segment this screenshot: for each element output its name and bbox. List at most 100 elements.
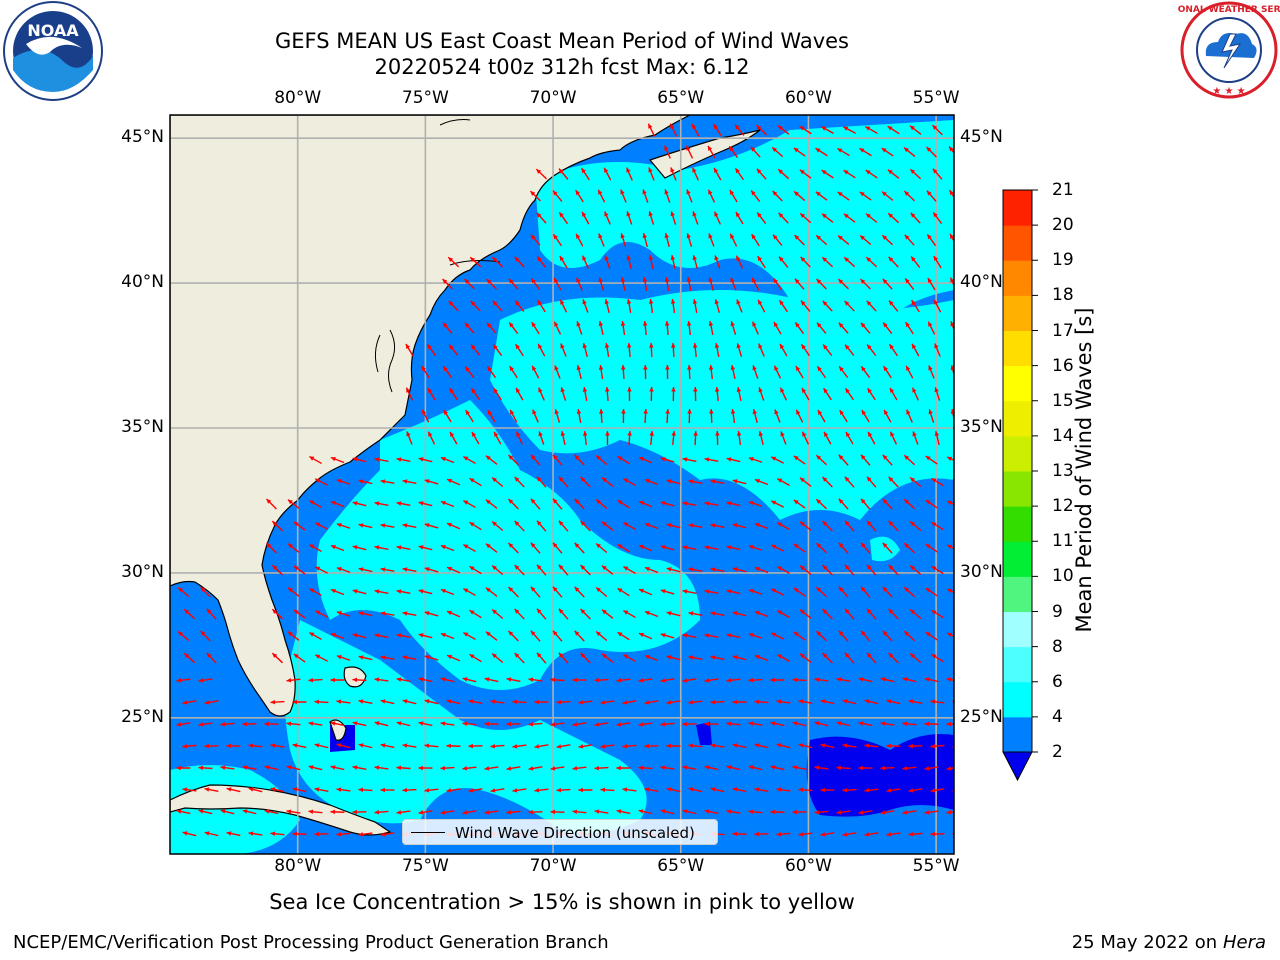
wave-direction-arrow	[772, 190, 783, 202]
wave-direction-arrow	[440, 456, 455, 464]
wave-direction-arrow	[866, 608, 877, 620]
wave-direction-arrow	[666, 567, 681, 573]
wave-direction-arrow	[336, 655, 351, 661]
wave-direction-arrow	[558, 476, 569, 488]
wave-direction-arrow	[512, 699, 527, 705]
wave-direction-arrow	[931, 565, 944, 575]
colorbar-tick-label: 21	[1052, 180, 1074, 200]
wave-direction-arrow	[888, 300, 899, 312]
wave-direction-arrow	[621, 408, 626, 424]
wave-direction-arrow	[396, 633, 411, 638]
wave-direction-arrow	[820, 743, 835, 749]
wave-direction-arrow	[336, 831, 351, 837]
wave-direction-arrow	[578, 700, 593, 705]
wave-direction-arrow	[553, 321, 562, 335]
legend-line-sample	[411, 832, 445, 833]
wave-direction-arrow	[406, 431, 413, 445]
lat-label-left: 40°N	[121, 272, 164, 293]
wave-direction-arrow	[492, 344, 503, 356]
wave-direction-arrow	[732, 831, 747, 837]
wave-direction-arrow	[292, 743, 307, 749]
wave-direction-arrow	[776, 831, 791, 837]
wave-direction-arrow	[956, 256, 962, 269]
wave-direction-arrow	[580, 652, 591, 664]
wave-direction-arrow	[176, 765, 191, 771]
wave-direction-arrow	[485, 455, 498, 465]
wave-direction-arrow	[314, 787, 329, 792]
wave-direction-arrow	[726, 457, 741, 463]
wave-direction-arrow	[752, 365, 759, 379]
wave-direction-arrow	[380, 567, 395, 572]
wave-direction-arrow	[380, 787, 395, 793]
wave-direction-arrow	[550, 677, 565, 683]
wave-direction-arrow	[286, 765, 301, 771]
wave-direction-arrow	[644, 787, 659, 792]
wave-direction-arrow	[704, 809, 719, 815]
wave-direction-arrow	[838, 454, 849, 466]
wave-direction-arrow	[902, 721, 917, 727]
wave-direction-arrow	[534, 699, 549, 705]
wave-direction-arrow	[506, 677, 521, 682]
colorbar-segment	[1003, 435, 1032, 472]
wave-direction-arrow	[558, 211, 569, 225]
wave-direction-arrow	[814, 677, 829, 682]
wave-direction-arrow	[514, 608, 525, 620]
wave-direction-arrow	[552, 542, 563, 554]
wave-direction-arrow	[773, 321, 782, 335]
wave-direction-arrow	[248, 743, 263, 749]
wave-direction-arrow	[626, 167, 633, 181]
wave-direction-arrow	[839, 409, 848, 423]
wave-direction-arrow	[550, 722, 565, 727]
wave-direction-arrow	[528, 809, 543, 815]
wave-direction-arrow	[537, 299, 546, 313]
wave-direction-arrow	[446, 566, 461, 574]
wave-direction-arrow	[491, 652, 504, 664]
wave-direction-arrow	[755, 124, 767, 136]
wave-direction-arrow	[601, 565, 614, 575]
wave-direction-arrow	[798, 743, 813, 749]
wave-direction-arrow	[644, 743, 659, 749]
wave-direction-arrow	[396, 765, 411, 771]
wave-direction-arrow	[330, 500, 345, 508]
wave-direction-arrow	[934, 431, 940, 445]
wave-direction-arrow	[490, 788, 505, 793]
wave-direction-arrow	[861, 409, 870, 423]
wave-direction-arrow	[822, 300, 833, 312]
wave-direction-arrow	[177, 586, 190, 598]
wave-direction-arrow	[512, 788, 527, 793]
wave-direction-arrow	[464, 322, 475, 334]
colorbar-tick-label: 19	[1052, 250, 1074, 271]
wave-direction-arrow	[601, 609, 614, 619]
wave-direction-arrow	[358, 787, 373, 793]
wave-direction-arrow	[198, 765, 213, 771]
wave-direction-arrow	[468, 743, 483, 749]
wave-direction-arrow	[822, 476, 833, 488]
wave-direction-arrow	[330, 677, 345, 683]
wave-direction-arrow	[446, 743, 461, 749]
wave-direction-arrow	[837, 191, 850, 201]
wave-direction-arrow	[686, 320, 692, 336]
wave-direction-arrow	[880, 677, 895, 683]
wave-direction-arrow	[905, 321, 914, 335]
wave-direction-arrow	[402, 611, 417, 617]
colorbar-segment	[1003, 681, 1032, 718]
wave-direction-arrow	[860, 630, 871, 642]
wave-direction-arrow	[559, 255, 568, 269]
wave-direction-arrow	[664, 233, 670, 247]
wave-direction-arrow	[463, 455, 476, 465]
wave-direction-arrow	[671, 386, 676, 402]
svg-text:★ ★ ★: ★ ★ ★	[1212, 86, 1245, 97]
wave-direction-arrow	[440, 677, 455, 683]
wave-direction-arrow	[442, 322, 453, 334]
wave-direction-arrow	[198, 678, 213, 683]
wave-direction-arrow	[358, 523, 373, 529]
wave-direction-arrow	[814, 721, 829, 727]
wave-direction-arrow	[866, 564, 877, 576]
lon-label-bottom: 70°W	[529, 856, 577, 876]
wave-direction-arrow	[536, 212, 547, 224]
wave-direction-arrow	[800, 343, 811, 357]
wave-direction-arrow	[463, 587, 476, 597]
wave-direction-arrow	[552, 454, 563, 466]
wave-direction-arrow	[486, 278, 497, 290]
wave-direction-arrow	[956, 168, 964, 180]
